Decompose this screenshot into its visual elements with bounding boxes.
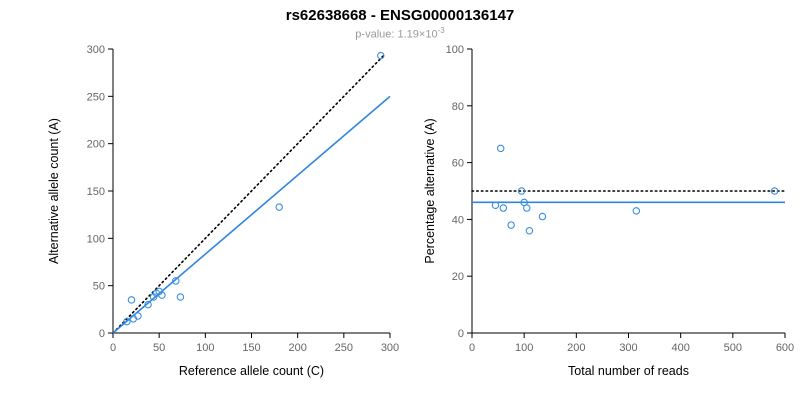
data-point bbox=[377, 51, 385, 60]
data-point bbox=[127, 296, 136, 304]
data-point bbox=[770, 187, 779, 195]
data-point bbox=[144, 300, 152, 309]
chart-subtitle: p-value: 1.19×10-3 bbox=[0, 24, 800, 42]
x-tick-label: 200 bbox=[567, 342, 585, 354]
x-tick-label: 0 bbox=[110, 342, 116, 354]
scatter-plot-svg: 0 100 200 300 400 500 600 0 20 40 60 80 100 Total num… bbox=[423, 44, 794, 378]
x-tick-label: 500 bbox=[724, 342, 742, 354]
data-point bbox=[491, 201, 500, 209]
x-tick-label: 600 bbox=[776, 342, 794, 354]
pvalue-mantissa: 1.19×10 bbox=[397, 28, 438, 41]
y-axis-label: Alternative allele count (A) bbox=[47, 118, 61, 264]
y-tick-label: 200 bbox=[87, 139, 105, 151]
y-tick-label: 40 bbox=[452, 214, 464, 226]
x-tick-label: 300 bbox=[619, 342, 637, 354]
charts-row: 0 50 100 150 200 250 300 0 50 100 150 200 250 300 Refe… bbox=[0, 41, 800, 400]
y-tick-label: 100 bbox=[87, 233, 105, 245]
y-tick-label: 100 bbox=[446, 44, 464, 56]
data-point bbox=[525, 227, 534, 235]
chart-header: rs62638668 - ENSG00000136147 p-value: 1.… bbox=[0, 0, 800, 41]
data-point bbox=[496, 144, 505, 153]
y-tick-label: 20 bbox=[452, 271, 464, 283]
scatter-plot-svg: 0 50 100 150 200 250 300 0 50 100 150 200 250 300 Refe… bbox=[47, 44, 399, 378]
x-tick-label: 200 bbox=[288, 342, 306, 354]
y-axis-label: Percentage alternative (A) bbox=[423, 118, 437, 263]
data-point bbox=[517, 187, 526, 195]
y-tick-label: 150 bbox=[87, 186, 105, 198]
data-point bbox=[172, 277, 180, 285]
data-point bbox=[176, 293, 185, 301]
pvalue-label: p-value: bbox=[355, 28, 398, 41]
data-point bbox=[632, 207, 641, 215]
x-tick-label: 150 bbox=[242, 342, 260, 354]
data-point bbox=[134, 312, 142, 320]
chart-title: rs62638668 - ENSG00000136147 bbox=[285, 7, 515, 24]
y-tick-label: 250 bbox=[87, 91, 105, 103]
x-tick-label: 400 bbox=[671, 342, 689, 354]
y-tick-label: 60 bbox=[452, 158, 464, 170]
x-tick-label: 50 bbox=[153, 342, 165, 354]
x-tick-label: 300 bbox=[381, 342, 399, 354]
data-point bbox=[158, 291, 166, 299]
x-tick-label: 100 bbox=[515, 342, 533, 354]
y-tick-label: 300 bbox=[87, 44, 105, 56]
y-tick-label: 50 bbox=[93, 281, 105, 293]
x-tick-label: 0 bbox=[469, 342, 475, 354]
scatter-percentage-reads: 0 100 200 300 400 500 600 0 20 40 60 80 100 Total num… bbox=[420, 41, 800, 400]
y-tick-label: 0 bbox=[458, 328, 464, 340]
data-point bbox=[507, 221, 515, 229]
scatter-allele-counts: 0 50 100 150 200 250 300 0 50 100 150 200 250 300 Refe… bbox=[0, 41, 420, 400]
data-point bbox=[538, 212, 547, 221]
data-point bbox=[499, 204, 508, 212]
x-tick-label: 100 bbox=[196, 342, 214, 354]
data-point bbox=[275, 203, 283, 211]
x-axis-label: Total number of reads bbox=[568, 364, 689, 378]
data-point bbox=[523, 204, 531, 212]
y-tick-label: 80 bbox=[452, 101, 464, 113]
x-tick-label: 250 bbox=[335, 342, 353, 354]
regression-line bbox=[112, 95, 391, 334]
y-tick-label: 0 bbox=[99, 328, 105, 340]
x-axis-label: Reference allele count (C) bbox=[179, 364, 324, 378]
data-point bbox=[123, 317, 131, 326]
pvalue-exponent: -3 bbox=[437, 26, 445, 35]
identity-line bbox=[112, 54, 385, 334]
